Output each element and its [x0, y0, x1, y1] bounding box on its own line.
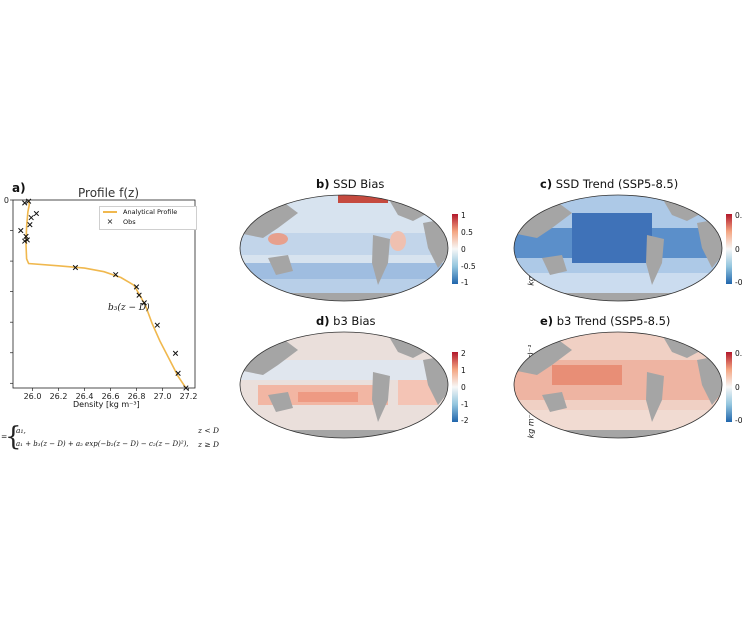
map-panel-c-title: c) SSD Trend (SSP5-8.5) — [540, 177, 678, 191]
x-tick-label: 26.8 — [128, 392, 146, 401]
colorbar-d — [452, 352, 458, 422]
ssd-bias-map — [239, 194, 449, 302]
legend-line-swatch — [103, 211, 117, 213]
obs-marker — [24, 237, 30, 243]
colorbar-d-tick: 2 — [461, 349, 466, 358]
obs-marker — [172, 350, 179, 356]
colorbar-e-tick: -0 — [735, 416, 743, 425]
legend-label-analytical: Analytical Profile — [123, 208, 178, 216]
map-panel-b-title: b) SSD Bias — [316, 177, 384, 191]
equation-cond-2: z ≥ D — [198, 440, 220, 449]
colorbar-b-tick: 0 — [461, 245, 466, 254]
map-panel-c: c) SSD Trend (SSP5-8.5) — [512, 175, 750, 305]
colorbar-e-ticks: 0. 0 -0 — [735, 349, 750, 425]
b3-trend-map — [513, 331, 723, 439]
profile-plot-frame — [12, 199, 196, 389]
colorbar-c-ticks: 0. 0 -0 — [735, 211, 750, 287]
obs-marker — [23, 233, 29, 240]
obs-marker — [175, 370, 181, 376]
panel-a-title: Profile f(z) — [78, 186, 140, 200]
profile-x-axis-label: Density [kg m⁻³] — [73, 400, 140, 409]
panel-a-label: a) — [12, 181, 26, 195]
map-panel-c-letter: c) — [540, 177, 553, 191]
colorbar-e-tick: 0. — [735, 349, 743, 358]
x-tick-label: 27.2 — [180, 392, 198, 401]
colorbar-d-tick: 1 — [461, 366, 466, 375]
obs-marker — [133, 284, 140, 290]
profile-annotation: b₃(z − D) — [108, 303, 150, 313]
obs-marker — [136, 292, 142, 298]
colorbar-e — [726, 352, 732, 422]
map-panel-e: e) b3 Trend (SSP5-8.5) — [512, 312, 750, 442]
obs-marker — [22, 238, 28, 244]
obs-marker — [183, 385, 189, 391]
obs-marker — [25, 198, 32, 204]
x-marker-icon: × — [106, 217, 114, 226]
profile-x-ticks: 26.0 26.2 26.4 26.6 26.8 27.0 27.2 — [24, 388, 198, 401]
obs-marker — [27, 222, 33, 228]
obs-marker — [154, 322, 160, 328]
colorbar-d-ticks: 2 1 0 -1 -2 — [461, 349, 479, 425]
x-tick-label: 26.2 — [50, 392, 68, 401]
colorbar-e-tick: 0 — [735, 383, 740, 392]
profile-chart: 26.0 26.2 26.4 26.6 26.8 27.0 27.2 0 — [4, 196, 198, 401]
map-panel-e-letter: e) — [540, 314, 554, 328]
colorbar-b-tick: 1 — [461, 211, 466, 220]
profile-axes — [12, 199, 196, 389]
colorbar-d-tick: -2 — [461, 416, 469, 425]
map-panel-c-title-text: SSD Trend (SSP5-8.5) — [555, 177, 679, 191]
colorbar-d-tick: 0 — [461, 383, 466, 392]
map-panel-e-title: e) b3 Trend (SSP5-8.5) — [540, 314, 670, 328]
colorbar-c — [726, 214, 732, 284]
obs-marker — [113, 271, 119, 278]
equation-cond-1: z < D — [198, 426, 220, 435]
colorbar-c-tick: -0 — [735, 278, 743, 287]
map-panel-d-title-text: b3 Bias — [333, 314, 376, 328]
colorbar-b — [452, 214, 458, 284]
equation-brace: { — [5, 422, 22, 452]
x-tick-label: 26.4 — [76, 392, 94, 401]
colorbar-d-tick: -1 — [461, 400, 469, 409]
map-panel-d: d) b3 Bias — [238, 312, 488, 442]
map-panel-d-letter: d) — [316, 314, 330, 328]
obs-marker — [22, 200, 28, 206]
map-panel-b-letter: b) — [316, 177, 330, 191]
map-panel-b-title-text: SSD Bias — [333, 177, 385, 191]
b3-bias-map — [239, 331, 449, 439]
equation-case-1: a₁, — [16, 426, 26, 435]
colorbar-b-tick: -0.5 — [461, 262, 476, 271]
obs-marker — [18, 227, 24, 234]
obs-marker — [33, 210, 40, 217]
profile-legend: Analytical Profile × Obs — [99, 206, 197, 230]
y-tick-label: 0 — [4, 196, 9, 205]
legend-item-analytical: Analytical Profile — [100, 207, 196, 217]
x-tick-label: 26.6 — [102, 392, 120, 401]
map-panel-e-title-text: b3 Trend (SSP5-8.5) — [556, 314, 671, 328]
ssd-trend-map — [513, 194, 723, 302]
colorbar-b-tick: -1 — [461, 278, 469, 287]
obs-marker — [72, 264, 79, 271]
map-panel-d-title: d) b3 Bias — [316, 314, 376, 328]
equation-prefix: = — [1, 432, 8, 441]
map-panel-b: b) SSD Bias — [238, 175, 488, 305]
equation-case-2: a₁ + b₃(z − D) + a₂ exp(−b₂(z − D) − c₂(… — [16, 440, 189, 448]
x-tick-label: 27.0 — [154, 392, 172, 401]
colorbar-b-tick: 0.5 — [461, 228, 473, 237]
analytical-profile-line — [25, 199, 187, 389]
x-tick-label: 26.0 — [24, 392, 42, 401]
colorbar-c-tick: 0. — [735, 211, 743, 220]
legend-label-obs: Obs — [123, 218, 136, 226]
profile-equation: = { a₁, z < D a₁ + b₃(z − D) + a₂ exp(−b… — [0, 422, 225, 455]
profile-y-ticks: 0 — [4, 196, 13, 384]
profile-curve-group — [25, 199, 187, 389]
obs-marker — [28, 214, 34, 221]
legend-item-obs: × Obs — [100, 217, 196, 227]
colorbar-c-tick: 0 — [735, 245, 740, 254]
obs-marker — [141, 300, 147, 306]
colorbar-b-ticks: 1 0.5 0 -0.5 -1 — [461, 211, 479, 287]
profile-obs-group — [18, 198, 189, 391]
